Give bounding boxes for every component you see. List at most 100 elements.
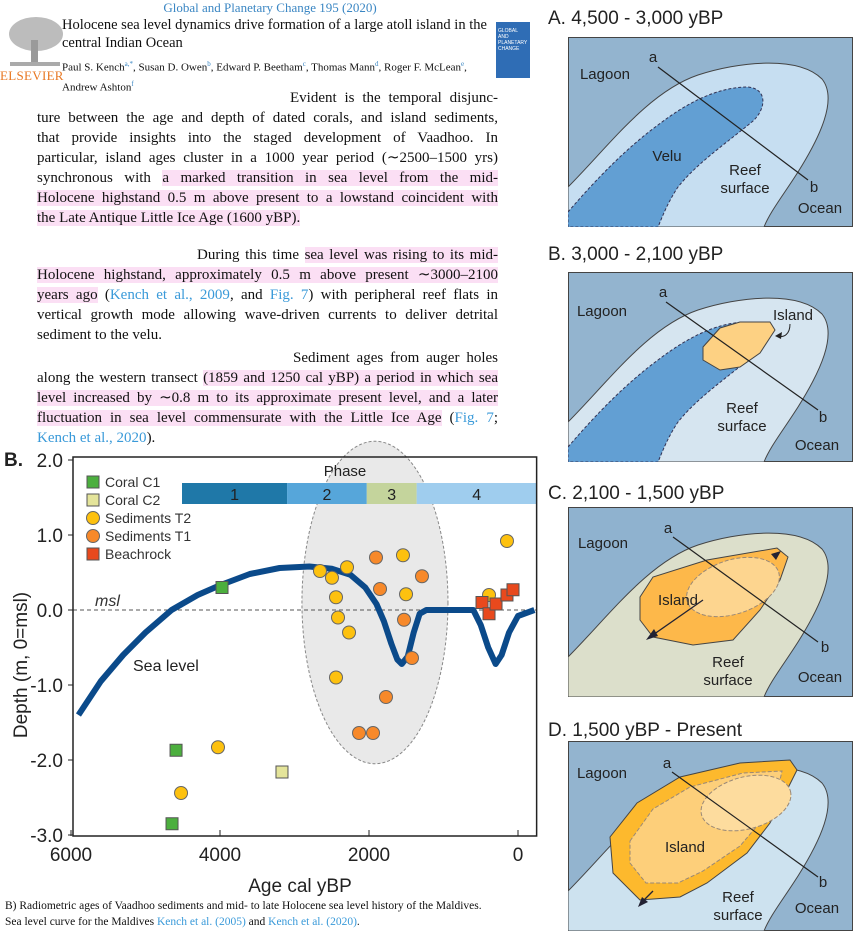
caption-text: Sea level curve for the Maldives bbox=[5, 916, 157, 928]
data-point bbox=[499, 534, 514, 548]
data-point bbox=[366, 726, 381, 740]
text: that provide insights into the staged de… bbox=[37, 130, 498, 146]
figure-caption: B) Radiometric ages of Vaadhoo sediments… bbox=[5, 898, 545, 930]
data-point bbox=[324, 570, 339, 585]
diagram-title: C. 2,100 - 1,500 yBP bbox=[548, 483, 725, 504]
article-title[interactable]: Holocene sea level dynamics drive format… bbox=[62, 17, 487, 51]
transect-end-label: b bbox=[810, 179, 818, 196]
island-label: Island bbox=[665, 839, 705, 856]
transect-end-label: b bbox=[819, 409, 827, 426]
transect-line bbox=[672, 536, 819, 643]
paragraph: Sediment ages from auger holes along the … bbox=[37, 348, 498, 448]
diagram-title: A. 4,500 - 3,000 yBP bbox=[548, 8, 724, 29]
text: ; bbox=[493, 410, 498, 426]
island-label: Island bbox=[658, 592, 698, 609]
text: Evident is the temporal disjunc- bbox=[290, 90, 498, 106]
text-line: fluctuation in sea level commensurate wi… bbox=[37, 408, 498, 428]
legend-label: Sediments T1 bbox=[105, 528, 191, 544]
data-point bbox=[482, 607, 496, 621]
series-sediments-t2 bbox=[174, 534, 514, 800]
author-name[interactable]: Roger F. McLean bbox=[383, 61, 462, 74]
legend-label: Beachrock bbox=[105, 546, 172, 562]
highlighted-text: Holocene highstand 0.5 m above present t… bbox=[37, 190, 498, 206]
highlighted-text: the Late Antique Little Ice Age (1600 yB… bbox=[37, 210, 301, 226]
reference-link[interactable]: Kench et al., 2020 bbox=[37, 430, 147, 446]
author-name[interactable]: Thomas Mann bbox=[311, 61, 375, 74]
former-island-outline bbox=[686, 556, 780, 618]
phase-label: 4 bbox=[472, 487, 481, 504]
author-affiliation[interactable]: d bbox=[374, 60, 379, 68]
reef-surface-label: Reef bbox=[722, 889, 755, 906]
series-sediments-t1 bbox=[352, 550, 429, 740]
caption-line-1: B) Radiometric ages of Vaadhoo sediments… bbox=[5, 900, 482, 912]
data-point bbox=[215, 581, 229, 594]
series-coral-c2 bbox=[275, 765, 289, 779]
phase-label: 3 bbox=[387, 487, 396, 504]
text-line: Evident is the temporal disjunc- bbox=[37, 88, 498, 108]
text-line: particular, island ages cluster in a 100… bbox=[37, 148, 498, 168]
data-point bbox=[414, 569, 429, 584]
text-line: Holocene highstand 0.5 m above present t… bbox=[37, 188, 498, 208]
journal-cover-thumbnail[interactable]: GLOBAL AND PLANETARY CHANGE bbox=[496, 22, 530, 78]
sea-level-chart: msl Phase 1 2 3 4 Sea level Coral C1 Coral C2 Sed… bbox=[4, 440, 538, 897]
data-point bbox=[312, 564, 327, 578]
text: sediment to the velu. bbox=[37, 327, 162, 343]
author-affiliation[interactable]: e bbox=[461, 60, 465, 68]
ocean-label: Ocean bbox=[798, 200, 842, 217]
reference-link[interactable]: Kench et al., 2009 bbox=[109, 287, 230, 303]
reef-surface-label: surface bbox=[713, 907, 762, 924]
reference-link[interactable]: Kench et al. (2005) bbox=[157, 916, 246, 928]
y-tick-label: 0.0 bbox=[37, 601, 63, 622]
reference-link[interactable]: Kench et al. (2020) bbox=[268, 916, 357, 928]
velu-label: Velu bbox=[652, 148, 681, 165]
island-label: Island bbox=[773, 307, 813, 324]
data-point bbox=[373, 582, 388, 596]
sea-level-label: Sea level bbox=[133, 658, 199, 675]
author-affiliation[interactable]: b bbox=[207, 60, 211, 68]
paragraph: During this time sea level was rising to… bbox=[37, 245, 498, 345]
ocean-label: Ocean bbox=[798, 669, 842, 686]
phase-label: 1 bbox=[230, 487, 239, 504]
highlighted-text: Holocene highstand, approximately 0.5 m … bbox=[37, 267, 498, 283]
text: ture between the age and depth of dated … bbox=[37, 110, 498, 126]
reference-link[interactable]: Fig. 7 bbox=[269, 287, 309, 303]
caption-text: . bbox=[356, 916, 360, 928]
data-point bbox=[174, 786, 189, 800]
x-tick-label: 2000 bbox=[348, 845, 390, 866]
data-point bbox=[378, 690, 393, 704]
author-name[interactable]: Susan D. Owen bbox=[138, 61, 208, 74]
legend-marker bbox=[86, 511, 100, 525]
lagoon-label: Lagoon bbox=[577, 765, 627, 782]
text: , and bbox=[229, 287, 270, 303]
series-coral-c1 bbox=[165, 581, 229, 831]
legend-label: Coral C1 bbox=[105, 474, 160, 490]
highlighted-text: level increased by ∼0.8 m to its approxi… bbox=[37, 390, 498, 406]
journal-citation[interactable]: Global and Planetary Change 195 (2020) bbox=[163, 0, 377, 15]
transect-start-label: a bbox=[649, 49, 658, 66]
lagoon-label: Lagoon bbox=[577, 303, 627, 320]
author-affiliation[interactable]: a,* bbox=[124, 60, 133, 68]
author-name[interactable]: Andrew Ashton bbox=[62, 81, 132, 94]
growth-arrow-icon bbox=[649, 599, 704, 638]
reef-surface-label: Reef bbox=[712, 654, 745, 671]
data-point bbox=[169, 743, 183, 757]
phase-title: Phase bbox=[324, 463, 367, 480]
transect-line bbox=[657, 66, 809, 181]
phase-segment bbox=[366, 483, 417, 504]
author-name[interactable]: Paul S. Kench bbox=[62, 61, 125, 74]
author-affiliation[interactable]: c bbox=[302, 60, 306, 68]
transect-end-label: b bbox=[819, 874, 827, 891]
data-point bbox=[369, 550, 384, 565]
publisher-logo-text: ELSEVIER bbox=[0, 68, 64, 83]
legend-label: Coral C2 bbox=[105, 492, 160, 508]
reference-link[interactable]: Fig. 7 bbox=[454, 410, 494, 426]
author-affiliation[interactable]: f bbox=[131, 79, 134, 88]
text-line: years ago (Kench et al., 2009, and Fig. … bbox=[37, 285, 498, 305]
text-line: the Late Antique Little Ice Age (1600 yB… bbox=[37, 208, 498, 228]
author-name[interactable]: Edward P. Beetham bbox=[216, 61, 303, 74]
